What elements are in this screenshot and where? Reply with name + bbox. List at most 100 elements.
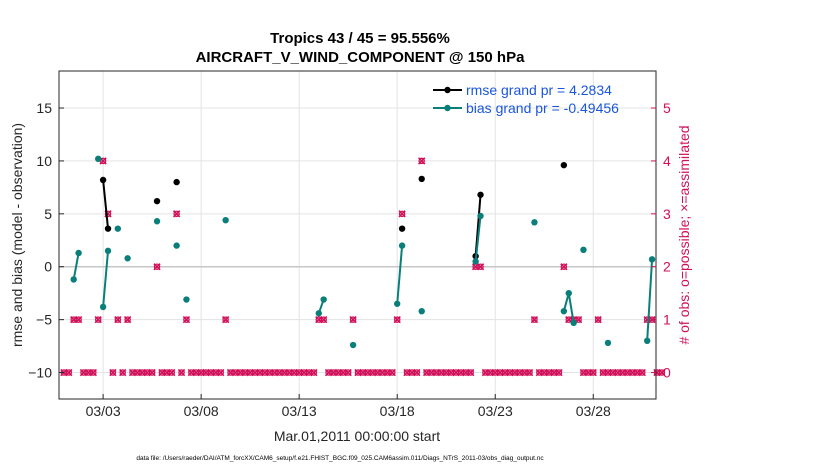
bias-data-point [472, 258, 479, 265]
obs-possible-marker [65, 369, 73, 376]
obs-assimilated-marker [94, 315, 102, 324]
obs-possible-marker [477, 263, 484, 270]
obs-assimilated-marker [476, 263, 485, 271]
bias-data-point [531, 219, 538, 226]
rmse-data-point [173, 178, 180, 186]
obs-assimilated-marker [114, 315, 122, 324]
chart-subtitle: AIRCRAFT_V_WIND_COMPONENT @ 150 hPa [196, 49, 526, 66]
obs-possible-marker [148, 369, 156, 376]
obs-possible-marker [119, 369, 126, 376]
bias-data-point [349, 341, 357, 349]
right-tick-label: 2 [663, 259, 671, 275]
obs-possible-marker [114, 316, 122, 323]
obs-assimilated-marker [388, 368, 396, 377]
bias-data-point [114, 225, 122, 232]
bias-data-point [394, 300, 401, 307]
obs-assimilated-marker [344, 368, 352, 377]
obs-assimilated-marker [310, 368, 318, 377]
legend-rmse-label: rmse grand pr = 4.2834 [466, 82, 612, 98]
right-axis-label: # of obs: o=possible; ×=assimilated [676, 125, 692, 344]
bias-line-segment [396, 245, 404, 304]
obs-assimilated-marker [182, 315, 191, 324]
x-axis-label: Mar.01,2011 00:00:00 start [274, 428, 440, 444]
bias-line-segment [562, 292, 575, 323]
obs-possible-marker [413, 369, 421, 376]
obs-assimilated-marker [221, 315, 230, 324]
obs-assimilated-marker [555, 368, 563, 377]
bias-line-segment [474, 215, 482, 262]
obs-possible-marker [389, 369, 396, 376]
rmse-data-point [418, 175, 425, 183]
obs-assimilated-marker [594, 315, 602, 324]
obs-possible-marker [590, 369, 597, 376]
obs-possible-marker [467, 369, 474, 376]
bias-data-point [398, 242, 406, 249]
bias-data-point [643, 337, 651, 345]
y-tick-label: 10 [36, 153, 52, 169]
bias-data-point [648, 256, 656, 263]
right-tick-label: 0 [663, 365, 671, 381]
obs-assimilated-marker [320, 315, 328, 324]
obs-assimilated-marker [168, 368, 176, 377]
obs-possible-marker [75, 316, 82, 323]
obs-assimilated-marker [413, 368, 421, 377]
bias-data-point [604, 339, 612, 347]
obs-assimilated-marker [589, 368, 597, 377]
right-tick-label: 1 [663, 312, 671, 328]
obs-assimilated-marker [89, 368, 97, 377]
obs-assimilated-marker [530, 315, 539, 324]
obs-assimilated-marker [109, 368, 117, 377]
obs-possible-marker [560, 263, 568, 270]
obs-assimilated-marker [153, 263, 161, 271]
obs-possible-marker [94, 316, 102, 323]
data-series [70, 155, 656, 349]
bias-data-point [153, 218, 161, 225]
bias-line-segment [72, 252, 80, 280]
obs-possible-marker [217, 369, 224, 376]
obs-assimilated-marker [74, 315, 83, 324]
obs-possible-marker [104, 210, 112, 218]
rmse-data-point [477, 191, 484, 198]
y-tick-label: −10 [28, 365, 52, 381]
bias-data-point [70, 276, 77, 283]
x-axis-ticks: 03/03 03/08 03/13 03/18 03/23 03/28 [86, 394, 611, 419]
rmse-data-point [104, 225, 112, 232]
rmse-line-segment [102, 179, 110, 229]
obs-possible-marker [183, 316, 190, 323]
obs-possible-marker [310, 369, 318, 376]
bias-line-segment [102, 250, 110, 308]
obs-assimilated-marker [560, 263, 568, 271]
obs-possible-marker [418, 157, 425, 165]
bias-data-point [320, 296, 327, 303]
obs-possible-marker [109, 369, 117, 376]
legend-rmse-marker [444, 86, 451, 94]
bias-data-point [418, 307, 425, 315]
obs-possible-marker [349, 316, 357, 323]
bias-data-point [75, 249, 82, 257]
obs-assimilated-marker [65, 368, 73, 377]
obs-assimilated-marker [398, 210, 406, 218]
y-axis-ticks: −10 −5 0 5 10 15 [28, 100, 64, 381]
bias-data-point [580, 246, 587, 254]
obs-possible-marker [594, 316, 602, 323]
obs-possible-marker [526, 369, 533, 376]
bias-data-point [99, 303, 107, 311]
obs-possible-marker [531, 316, 538, 323]
obs-assimilated-marker [418, 157, 426, 165]
bias-line-segment [646, 259, 654, 341]
obs-assimilated-marker [393, 315, 401, 324]
obs-possible-marker [639, 369, 646, 376]
obs-possible-marker [658, 369, 666, 376]
x-tick-label: 03/03 [86, 403, 121, 419]
obs-possible-marker [173, 210, 180, 218]
obs-assimilated-marker [119, 368, 127, 377]
bias-data-point [560, 307, 568, 315]
y-tick-label: 0 [44, 259, 52, 275]
right-tick-label: 3 [663, 206, 671, 222]
obs-possible-marker [320, 316, 327, 323]
rmse-data-point [99, 176, 107, 184]
rmse-data-point [560, 161, 568, 169]
chart-title: Tropics 43 / 45 = 95.556% [270, 30, 450, 47]
bias-data-point [565, 289, 572, 297]
x-tick-label: 03/28 [576, 403, 611, 419]
